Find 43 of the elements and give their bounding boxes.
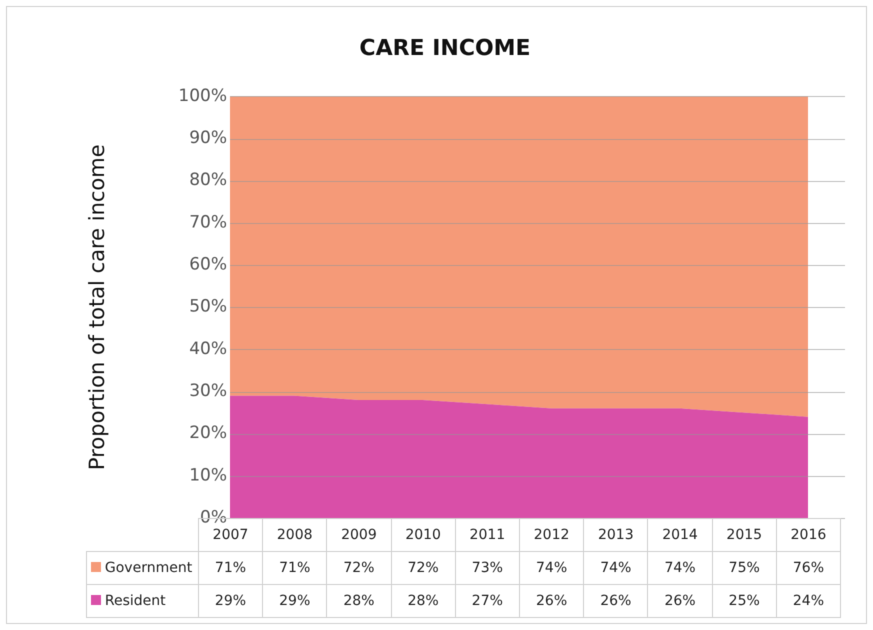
y-tick-label: 10%	[189, 465, 227, 486]
y-tick-label: 90%	[189, 128, 227, 148]
data-label: 24%	[776, 584, 841, 618]
legend-label: Resident	[86, 584, 198, 618]
data-label: 71%	[262, 552, 327, 584]
x-tick-label: 2008	[262, 518, 327, 552]
data-label: 29%	[262, 584, 327, 618]
x-tick-label: 2010	[391, 518, 456, 552]
y-tick-label: 40%	[189, 338, 227, 359]
x-tick-label: 2011	[455, 518, 520, 552]
data-label: 29%	[198, 584, 263, 618]
y-tick-label: 60%	[189, 254, 227, 274]
y-tick-label: 70%	[189, 212, 227, 232]
y-tick-label: 80%	[189, 170, 227, 190]
data-label: 26%	[519, 584, 584, 618]
y-tick-label: 20%	[189, 423, 227, 444]
data-label: 76%	[776, 552, 841, 584]
x-tick-label: 2013	[584, 518, 648, 552]
x-tick-label: 2009	[326, 518, 392, 552]
x-tick-label: 2012	[519, 518, 584, 552]
legend-label: Government	[86, 552, 198, 584]
data-label: 73%	[455, 552, 520, 584]
data-label: 74%	[584, 552, 648, 584]
data-label: 28%	[391, 584, 456, 618]
data-label: 75%	[712, 552, 776, 584]
x-tick-label: 2016	[776, 518, 841, 552]
y-tick-label: 30%	[189, 380, 227, 401]
data-label: 25%	[712, 584, 776, 618]
x-tick-label: 2015	[712, 518, 776, 552]
data-label: 72%	[326, 552, 392, 584]
y-tick-label: 50%	[189, 296, 227, 317]
data-label: 74%	[519, 552, 584, 584]
chart-title: CARE INCOME	[359, 36, 531, 61]
data-label: 26%	[648, 584, 712, 618]
y-tick-label: 100%	[178, 86, 227, 106]
x-tick-label: 2014	[648, 518, 712, 552]
data-label: 28%	[326, 584, 392, 618]
data-label: 72%	[391, 552, 456, 584]
y-axis-title: Proportion of total care income	[85, 144, 110, 470]
data-label: 71%	[198, 552, 263, 584]
data-label: 26%	[584, 584, 648, 618]
data-label: 74%	[648, 552, 712, 584]
data-label: 27%	[455, 584, 520, 618]
